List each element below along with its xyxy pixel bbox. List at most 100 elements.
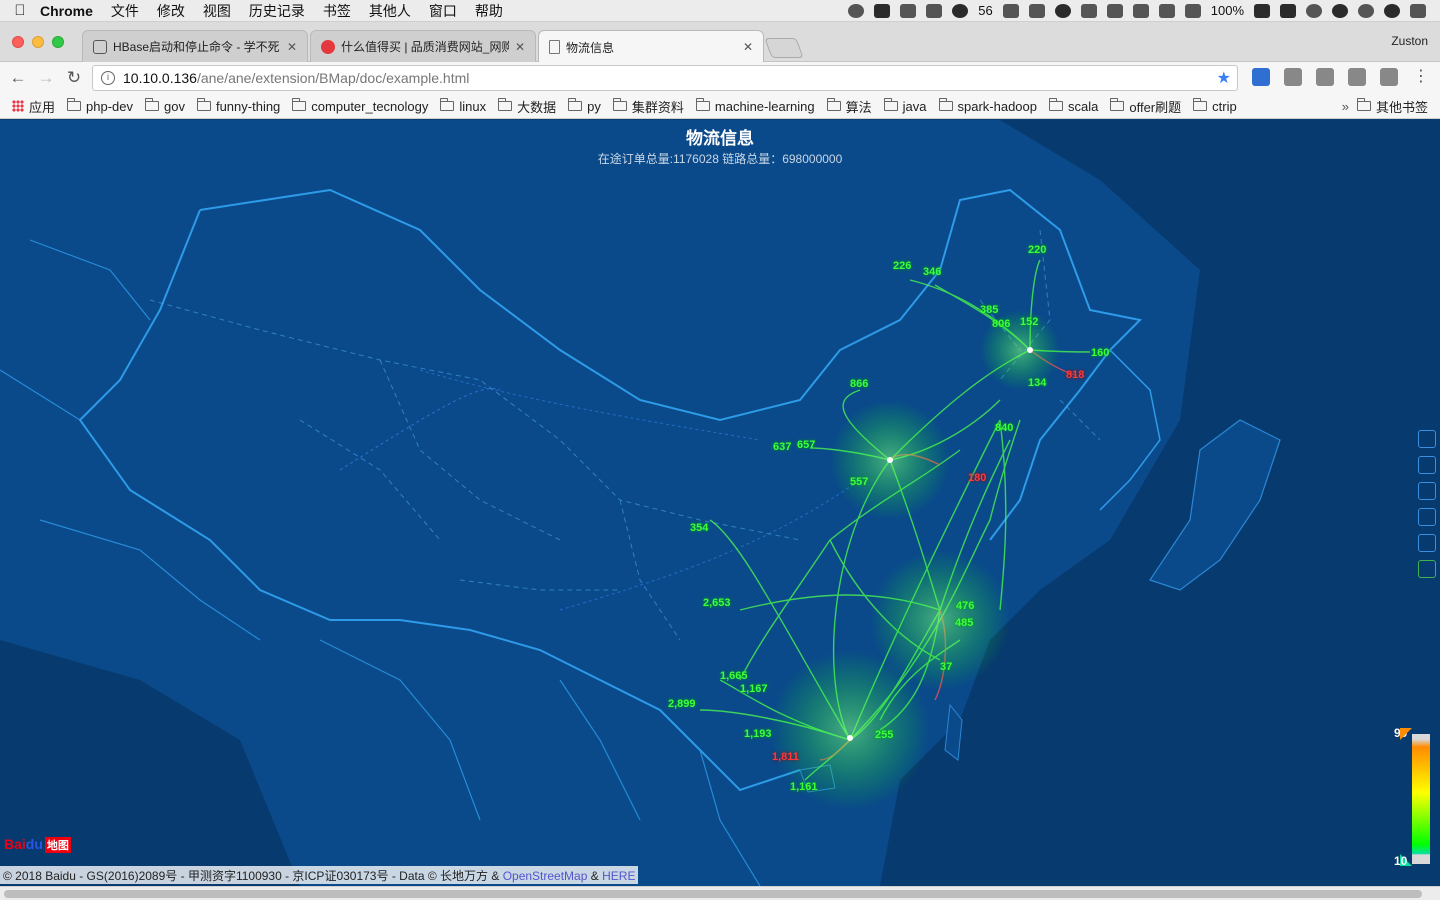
menu-people[interactable]: 其他人 (368, 2, 411, 19)
folder-icon (695, 98, 710, 111)
bookmark-folder[interactable]: gov (145, 98, 185, 114)
openstreetmap-link[interactable]: OpenStreetMap (502, 869, 588, 883)
tab-close-icon[interactable]: ✕ (742, 40, 753, 54)
visual-map-handle-bottom[interactable] (1400, 854, 1412, 866)
code-icon[interactable] (1132, 3, 1149, 18)
list-icon[interactable] (1418, 508, 1436, 526)
bookmark-folder[interactable]: php-dev (67, 98, 133, 114)
profile-button[interactable]: Zuston (1391, 34, 1428, 48)
menubar-app-name[interactable]: Chrome (40, 2, 93, 19)
visual-map-gradient[interactable] (1412, 734, 1430, 864)
refresh-icon[interactable] (1418, 534, 1436, 552)
bookmark-folder[interactable]: scala (1049, 98, 1098, 114)
chrome-menu-icon[interactable]: ⋮ (1413, 68, 1429, 85)
bookmark-folder[interactable]: 大数据 (498, 97, 556, 116)
flow-line-faint (559, 479, 861, 611)
window-close-button[interactable] (12, 36, 24, 48)
volume-icon[interactable] (1184, 3, 1201, 18)
edit-icon[interactable] (1418, 456, 1436, 474)
tab-logistics[interactable]: 物流信息 ✕ (538, 30, 764, 63)
baidu-logo-du: du (25, 836, 43, 852)
back-arrow-icon[interactable]: ← (9, 68, 27, 87)
erase-icon[interactable] (1418, 482, 1436, 500)
screenshot-icon[interactable] (1002, 3, 1019, 18)
bookmark-folder[interactable]: machine-learning (695, 98, 815, 114)
bluetooth-icon[interactable] (1106, 3, 1123, 18)
archive-icon[interactable] (900, 3, 917, 18)
bookmark-other[interactable]: 其他书签 (1356, 97, 1428, 116)
cloud-icon[interactable] (1054, 3, 1071, 18)
menu-view[interactable]: 视图 (202, 2, 231, 19)
save-icon[interactable] (1418, 560, 1436, 578)
pencil-icon[interactable] (1418, 430, 1436, 448)
new-tab-button[interactable] (764, 38, 804, 58)
mouse-icon[interactable] (1080, 3, 1097, 18)
scrollbar-thumb[interactable] (4, 890, 1422, 898)
menu-file[interactable]: 文件 (110, 2, 139, 19)
browser-toolbar: ← → ↻ i 10.10.0.136 /ane/ane/extension/B… (0, 62, 1440, 94)
city-label: 134 (1028, 377, 1047, 389)
visual-map-min: 10 (1394, 854, 1408, 868)
menu-edit[interactable]: 修改 (156, 2, 185, 19)
here-link[interactable]: HERE (602, 869, 636, 883)
bookmark-star-icon[interactable]: ★ (1216, 70, 1231, 87)
siri-icon[interactable] (1384, 3, 1400, 18)
horizontal-scrollbar[interactable] (0, 886, 1440, 900)
bookmark-folder[interactable]: spark-hadoop (938, 98, 1037, 114)
menu-history[interactable]: 历史记录 (248, 2, 305, 19)
tab-hbase[interactable]: HBase启动和停止命令 - 学不死 ✕ (82, 30, 308, 62)
map-viewport[interactable]: 物流信息 在途订单总量:1176028 链路总量：698000000 220 22… (0, 120, 1440, 886)
folder-icon (1356, 98, 1371, 111)
menu-bookmarks[interactable]: 书签 (322, 2, 351, 19)
app-tray-icon[interactable] (874, 3, 891, 18)
pen-extension-icon[interactable] (1348, 68, 1366, 86)
hbase-favicon-icon (93, 39, 107, 54)
off-extension-icon[interactable] (1316, 68, 1334, 86)
bookmark-folder[interactable]: java (883, 98, 927, 114)
bookmark-folder[interactable]: 算法 (826, 97, 872, 116)
menu-help[interactable]: 帮助 (474, 2, 503, 19)
docker-icon[interactable] (926, 3, 943, 18)
bookmark-apps[interactable]: 应用 (12, 97, 55, 116)
city-label: 152 (1020, 316, 1039, 328)
apple-icon[interactable]:  (0, 2, 40, 19)
bookmark-folder[interactable]: computer_tecnology (292, 98, 428, 114)
menu-window[interactable]: 窗口 (428, 2, 457, 19)
city-label: 1,193 (744, 728, 772, 740)
baidu-extension-icon[interactable] (1252, 68, 1270, 86)
wifi-icon[interactable] (1158, 3, 1175, 18)
tab-close-icon[interactable]: ✕ (286, 39, 297, 54)
forward-arrow-icon[interactable]: → (37, 68, 55, 87)
user-icon[interactable] (1332, 3, 1348, 18)
battery-icon[interactable] (1254, 3, 1270, 18)
address-bar[interactable]: i 10.10.0.136 /ane/ane/extension/BMap/do… (92, 65, 1238, 91)
bookmark-folder[interactable]: ctrip (1193, 98, 1237, 114)
window-maximize-button[interactable] (52, 36, 64, 48)
send-icon[interactable] (1028, 3, 1045, 18)
baidu-map-logo[interactable]: Baidu 地图 (4, 836, 71, 853)
s-app-icon[interactable] (1280, 3, 1296, 18)
bookmark-folder[interactable]: offer刷题 (1110, 97, 1181, 116)
bookmark-folder[interactable]: py (568, 98, 601, 114)
bookmark-folder[interactable]: 集群资料 (612, 97, 684, 116)
notification-center-icon[interactable] (1410, 3, 1426, 18)
clock-icon[interactable] (1306, 3, 1322, 18)
window-minimize-button[interactable] (32, 36, 44, 48)
info-icon[interactable]: i (101, 71, 115, 85)
wn-icon[interactable] (848, 3, 865, 18)
visual-map-handle-top[interactable] (1400, 728, 1412, 740)
share-extension-icon[interactable] (1380, 68, 1398, 86)
folder-icon (440, 98, 455, 111)
download-extension-icon[interactable] (1284, 68, 1302, 86)
tab-smzdm[interactable]: 什么值得买 | 品质消费网站_网购 ✕ (310, 30, 536, 62)
tab-close-icon[interactable]: ✕ (514, 39, 525, 54)
spotlight-icon[interactable] (1358, 3, 1374, 18)
bookmark-folder[interactable]: funny-thing (196, 98, 280, 114)
city-label: 385 (980, 304, 999, 316)
reload-icon[interactable]: ↻ (66, 68, 82, 87)
bookmarks-overflow-icon[interactable]: » (1341, 98, 1349, 114)
bookmark-folder[interactable]: linux (440, 98, 486, 114)
visual-map-legend[interactable]: 90 10 (1394, 726, 1434, 868)
smzdm-favicon-icon (321, 39, 335, 54)
wechat-icon[interactable] (952, 3, 969, 18)
